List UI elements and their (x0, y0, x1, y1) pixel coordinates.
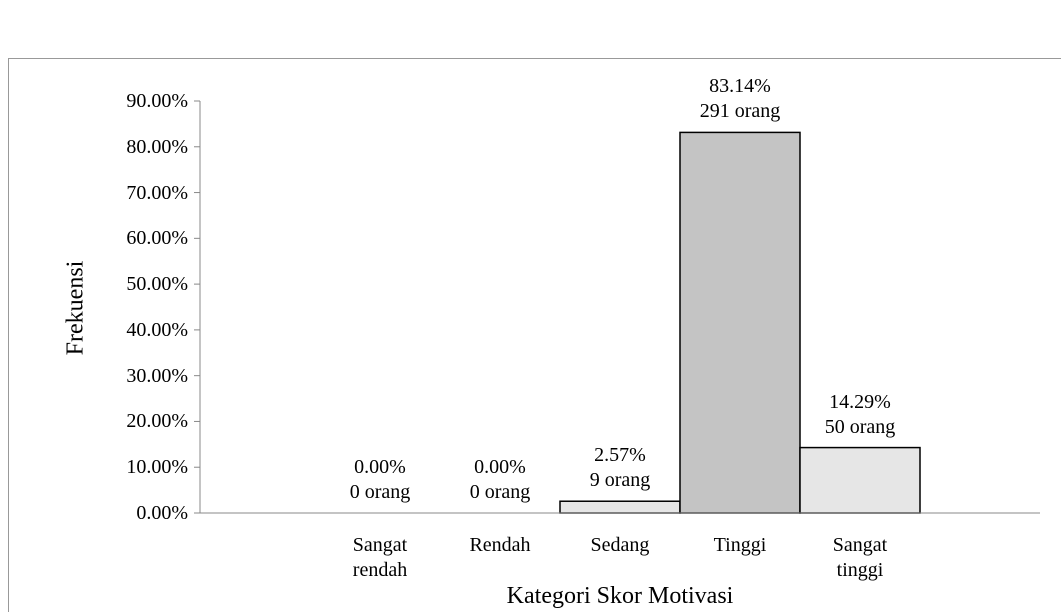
data-label: 14.29% (829, 390, 891, 413)
data-label: 2.57% (594, 444, 646, 467)
x-tick-label: Sangat rendah (352, 534, 408, 581)
y-tick-label: 20.00% (126, 410, 188, 433)
x-tick-label: Rendah (469, 534, 531, 556)
x-tick-label: Sangat tinggi (832, 534, 888, 581)
chart-frame (8, 58, 1061, 612)
x-axis-title: Kategori Skor Motivasi (506, 583, 734, 609)
y-tick-label: 50.00% (126, 273, 188, 296)
count-label: 50 orang (824, 415, 896, 438)
bar (799, 446, 921, 514)
data-label: 0.00% (474, 456, 526, 478)
y-tick-label: 60.00% (126, 227, 188, 250)
y-tick-label: 10.00% (126, 456, 188, 479)
y-tick-label: 30.00% (126, 364, 188, 387)
count-label: 0 orang (349, 481, 411, 503)
count-label: 0 orang (469, 481, 531, 503)
bar (559, 500, 681, 514)
y-tick-label: 80.00% (126, 135, 188, 158)
y-tick-label: 90.00% (126, 90, 188, 112)
data-label: 0.00% (354, 456, 406, 478)
x-tick-label: Tinggi (713, 534, 767, 556)
y-axis-title: Frekuensi (62, 260, 89, 356)
x-tick-label: Sedang (590, 534, 650, 556)
y-tick-label: 40.00% (126, 318, 188, 341)
count-label: 9 orang (589, 469, 651, 492)
count-label: 291 orang (699, 100, 781, 123)
y-tick-label: 0.00% (136, 502, 188, 524)
bar (679, 131, 801, 514)
y-tick-label: 70.00% (126, 181, 188, 204)
data-label: 83.14% (709, 75, 771, 98)
